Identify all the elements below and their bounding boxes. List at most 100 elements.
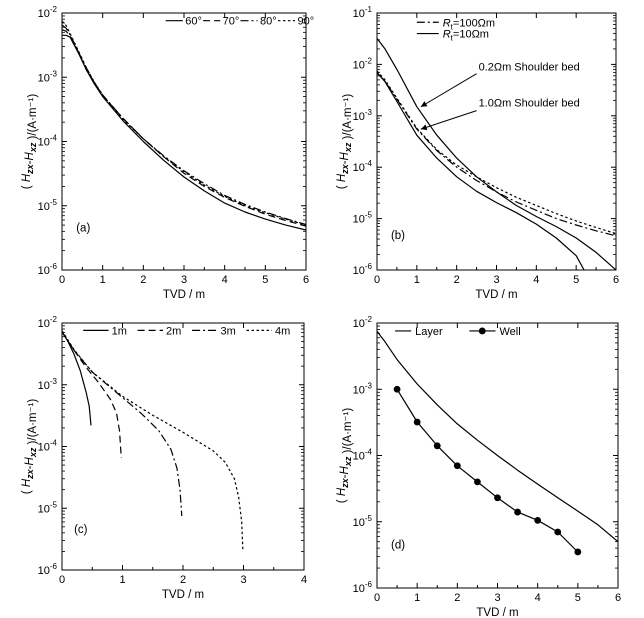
series-marker <box>393 385 401 393</box>
series-group <box>62 330 244 552</box>
x-tick-label: 1 <box>100 274 106 286</box>
y-axis-title: ( Hzx-Hxz )/(A·m⁻¹) <box>21 399 39 495</box>
series-line-2 <box>62 331 183 517</box>
x-tick-label: 1 <box>414 592 420 604</box>
x-tick-label: 3 <box>240 574 246 586</box>
x-tick-label: 4 <box>533 274 539 286</box>
legend-label: 2m <box>166 325 181 337</box>
series-marker <box>554 528 562 536</box>
legend-label: 60° <box>185 16 202 28</box>
series-line-0 <box>377 330 618 543</box>
chart-panel-b: 0 1 2 3 4 5 6 10-6 10-5 10-4 10-3 10-2 10-1 TVD / m ( … <box>336 5 619 301</box>
x-tick-label: 2 <box>454 592 460 604</box>
x-tick-label: 3 <box>181 274 187 286</box>
legend-label: Layer <box>415 326 443 338</box>
series-line-3 <box>377 38 616 270</box>
x-tick-label: 2 <box>454 274 460 286</box>
x-tick-label: 5 <box>575 592 581 604</box>
series-line-3 <box>62 20 306 226</box>
x-tick-label: 6 <box>613 274 619 286</box>
y-tick-label: 10-3 <box>38 377 58 392</box>
x-tick-label: 6 <box>303 274 309 286</box>
y-tick-label: 10-6 <box>353 262 373 277</box>
y-tick-label: 10-5 <box>353 514 373 529</box>
y-tick-label: 10-6 <box>38 562 58 577</box>
plot-frame <box>376 12 617 271</box>
annotation-label: 1.0Ωm Shoulder bed <box>479 98 580 110</box>
y-tick-label: 10-6 <box>38 262 58 277</box>
y-tick-label: 10-2 <box>353 56 373 71</box>
legend-label: 4m <box>275 325 290 337</box>
x-tick-label: 0 <box>59 274 65 286</box>
y-axis-title: ( Hzx-Hxz )/(A·m⁻¹) <box>336 408 354 504</box>
legend-label: Rt=10Ωm <box>443 29 489 43</box>
x-tick-label: 2 <box>180 574 186 586</box>
y-tick-label: 10-2 <box>38 315 58 330</box>
legend-marker <box>478 327 486 335</box>
x-tick-label: 3 <box>494 592 500 604</box>
y-axis-title: ( Hzx-Hxz )/(A·m⁻¹) <box>336 94 354 190</box>
x-tick-label: 5 <box>262 274 268 286</box>
y-tick-label: 10-3 <box>353 381 373 396</box>
x-tick-label: 6 <box>615 592 621 604</box>
y-axis-title: ( Hzx-Hxz )/(A·m⁻¹) <box>21 94 39 190</box>
legend-label: 1m <box>112 325 127 337</box>
y-tick-label: 10-2 <box>353 315 373 330</box>
series-marker <box>534 516 542 524</box>
x-tick-label: 4 <box>535 592 541 604</box>
legend-label: 80° <box>260 16 277 28</box>
series-group <box>62 20 306 231</box>
legend-label: Rt=100Ωm <box>443 17 495 31</box>
y-tick-label: 10-1 <box>353 5 373 20</box>
x-tick-label: 1 <box>414 274 420 286</box>
y-tick-label: 10-4 <box>353 448 373 463</box>
series-line-1 <box>62 29 306 227</box>
x-tick-label: 0 <box>374 592 380 604</box>
panel-label: (d) <box>391 539 405 551</box>
y-tick-label: 10-4 <box>38 439 58 454</box>
series-line-0 <box>62 331 92 426</box>
annotation-label: 0.2Ωm Shoulder bed <box>479 62 580 74</box>
series-marker <box>574 548 582 556</box>
series-line-1 <box>396 388 579 553</box>
x-axis-title: TVD / m <box>163 289 205 301</box>
y-tick-label: 10-5 <box>353 211 373 226</box>
y-tick-label: 10-4 <box>353 159 373 174</box>
annotation-arrow <box>420 110 477 131</box>
x-tick-label: 2 <box>140 274 146 286</box>
x-tick-label: 4 <box>222 274 228 286</box>
legend-label: Well <box>500 326 521 338</box>
x-axis-title: TVD / m <box>162 589 204 601</box>
chart-panel-d: 0 1 2 3 4 5 6 10-6 10-5 10-4 10-3 10-2 TVD / m ( Hzx-… <box>336 315 621 618</box>
series-line-2 <box>377 72 585 270</box>
x-tick-label: 4 <box>301 574 307 586</box>
y-tick-label: 10-3 <box>353 108 373 123</box>
y-tick-label: 10-5 <box>38 500 58 515</box>
x-tick-label: 0 <box>374 274 380 286</box>
panel-label: (c) <box>74 524 88 536</box>
plot-frame <box>61 12 307 271</box>
y-tick-label: 10-3 <box>38 69 58 84</box>
series-marker <box>433 442 441 450</box>
panel-label: (b) <box>391 230 405 242</box>
x-tick-label: 0 <box>59 574 65 586</box>
series-line-2 <box>62 24 306 226</box>
x-tick-label: 1 <box>119 574 125 586</box>
y-tick-label: 10-4 <box>38 134 58 149</box>
y-tick-label: 10-6 <box>353 580 373 595</box>
panel-label: (a) <box>76 222 90 234</box>
legend-label: 70° <box>223 16 240 28</box>
x-axis-title: TVD / m <box>475 289 517 301</box>
series-marker <box>494 494 501 502</box>
series-line-1 <box>377 70 616 235</box>
annotation-arrow <box>420 73 477 108</box>
series-line-0 <box>62 34 306 231</box>
series-line-1 <box>62 331 122 459</box>
y-tick-label: 10-2 <box>38 5 58 20</box>
x-tick-label: 3 <box>493 274 499 286</box>
series-line-3 <box>62 330 244 552</box>
x-tick-label: 5 <box>573 274 579 286</box>
series-marker <box>474 478 481 486</box>
series-marker <box>514 508 521 516</box>
